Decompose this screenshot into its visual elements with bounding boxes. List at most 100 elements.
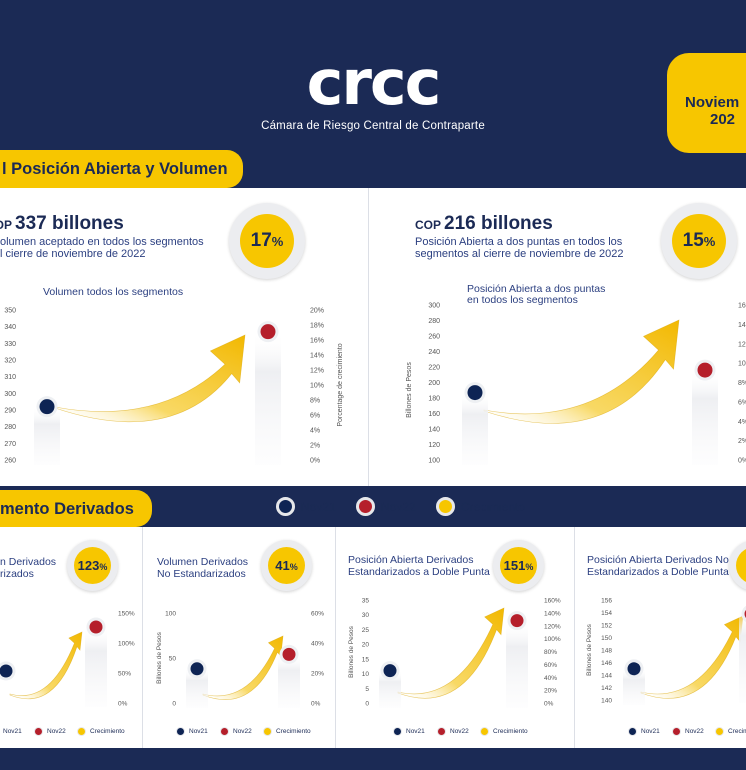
open-position-amount-value: 216 billones — [444, 213, 553, 234]
nov21-bar — [462, 392, 488, 465]
mini-legend-crecimiento-label: Crecimiento — [276, 728, 311, 735]
y2-tick-label: 6% — [738, 399, 746, 406]
y-tick-label: 156 — [601, 598, 612, 605]
mini-legend-crecimiento: Crecimiento — [715, 727, 746, 736]
nov22-bar — [278, 654, 300, 708]
y2-tick-label: 12 — [738, 341, 746, 348]
nov21-bar — [379, 670, 401, 708]
y-tick-label: 100 — [165, 611, 176, 618]
panel2-growth-badge: 151% — [493, 540, 544, 591]
volume-amount-value: 337 billones — [15, 213, 124, 234]
nov21-point — [467, 385, 483, 401]
panel2-growth-sign: % — [525, 562, 534, 572]
mini-legend-nov21: Nov21 — [393, 727, 425, 736]
legend-nov21: Nov21 — [276, 497, 336, 516]
y-tick-label: 140 — [428, 427, 440, 434]
y2-tick-label: 0% — [310, 458, 320, 465]
volume-amount: COP337 billones — [0, 213, 124, 235]
date-badge: Noviem 202 — [667, 53, 746, 153]
panel1-growth-sign: % — [289, 562, 298, 572]
y-tick-label: 310 — [4, 374, 16, 381]
y2-tick-label: 4% — [738, 419, 746, 426]
y-tick-label: 180 — [428, 396, 440, 403]
mini-legend-crecimiento: Crecimiento — [77, 727, 125, 736]
y2-tick-label: 40% — [311, 641, 324, 648]
panel3-growth-badge — [729, 540, 746, 591]
nov22-point — [697, 362, 713, 378]
panel0-title: n Derivados rizados — [0, 556, 56, 580]
nov21-point — [0, 664, 13, 678]
panel2-title-line2: Estandarizados a Doble Punta — [348, 566, 490, 578]
growth-arrow — [397, 607, 505, 699]
open-position-chart: 300 280 260 240 220 200 180 160 140 120 100 16 14 12 1… — [406, 303, 746, 465]
y2-tick-label: 50% — [118, 671, 131, 678]
y2-tick-label: 10 — [738, 361, 746, 368]
y-tick-label: 140 — [601, 698, 612, 705]
y2-tick-label: 14 — [738, 322, 746, 329]
date-month: Noviem — [685, 94, 740, 111]
mini-legend-nov22: Nov22 — [34, 727, 66, 736]
panel1-chart: 100 50 0 60% 40% 20% 0% Billones de Pesos — [156, 611, 324, 708]
y2-tick-label: 8% — [310, 398, 320, 405]
panel0-title-line2: rizados — [0, 568, 34, 580]
mini-legend-nov21-label: Nov21 — [406, 728, 425, 735]
y2-tick-label: 12% — [310, 368, 324, 375]
y2-axis-label: Porcentage de crecimiento — [337, 343, 344, 426]
y-tick-label: 152 — [601, 623, 612, 630]
panel2-chart: 35 30 25 20 15 10 5 0 160% 140% 120% 100% 80% 60% 40% 2… — [348, 598, 561, 708]
panel2-growth-circle: 151% — [500, 547, 537, 584]
mini-legend-nov22: Nov22 — [437, 727, 469, 736]
mini-legend-crecimiento-dot — [715, 727, 724, 736]
y2-tick-label: 6% — [310, 413, 320, 420]
y-tick-label: 300 — [428, 303, 440, 310]
nov21-bar — [623, 668, 645, 705]
mini-legend-crecimiento-dot — [263, 727, 272, 736]
section1-tab: l Posición Abierta y Volumen — [0, 150, 243, 188]
y-tick-label: 5 — [365, 686, 369, 693]
y2-tick-label: 0% — [118, 701, 128, 708]
y-tick-label: 260 — [428, 334, 440, 341]
mini-legend-crecimiento-label: Crecimiento — [728, 728, 746, 735]
nov21-point — [39, 399, 55, 415]
y2-tick-label: 20% — [311, 671, 324, 678]
y2-tick-label: 8% — [738, 380, 746, 387]
nov22-dot-ring — [741, 605, 746, 623]
panel3-title-line1: Posición Abierta Derivados No — [587, 554, 729, 566]
panel1-title: Volumen Derivados No Estandarizados — [157, 556, 248, 580]
volume-currency: COP — [0, 218, 13, 232]
open-position-chart-title-line2: en todos los segmentos — [467, 294, 578, 306]
y2-tick-label: 20% — [310, 308, 324, 315]
y2-tick-label: 120% — [544, 623, 561, 630]
panel1-title-line2: No Estandarizados — [157, 568, 246, 580]
open-position-growth-sign: % — [703, 234, 716, 249]
y2-tick-label: 2% — [310, 443, 320, 450]
y-tick-label: 160 — [428, 411, 440, 418]
y-tick-label: 154 — [601, 610, 612, 617]
growth-arrow — [202, 635, 284, 700]
y2-tick-label: 18% — [310, 323, 324, 330]
y-axis-label: Billones de Pesos — [348, 625, 355, 677]
legend-nov21-label: Nov21 — [301, 499, 336, 514]
y-tick-label: 100 — [428, 458, 440, 465]
panel0-title-line1: n Derivados — [0, 556, 57, 568]
open-position-amount: COP 216 billones — [415, 213, 553, 235]
y-axis-label: Billones de Pesos — [406, 362, 413, 418]
y2-tick-label: 2% — [738, 438, 746, 445]
y2-tick-label: 10% — [310, 383, 324, 390]
mini-legend-nov22-dot — [437, 727, 446, 736]
y2-tick-label: 150% — [118, 611, 135, 618]
panel3-chart: 156 154 152 150 148 146 144 142 140 Billones de P… — [586, 598, 746, 705]
y2-tick-label: 60% — [311, 611, 324, 618]
volume-growth-sign: % — [271, 234, 284, 249]
y-tick-label: 280 — [428, 318, 440, 325]
y-tick-label: 280 — [4, 424, 16, 431]
y-tick-label: 25 — [362, 627, 370, 634]
volume-chart: 350 340 330 320 310 300 290 280 270 260 20% 18% 16% 1… — [4, 308, 344, 465]
panel3-title: Posición Abierta Derivados No Estandariz… — [587, 554, 729, 578]
legend-nov22: Nov22 — [356, 497, 416, 516]
volume-description: olumen aceptado en todos los segmentos l… — [0, 236, 204, 260]
y2-tick-label: 80% — [544, 649, 557, 656]
growth-arrow — [640, 615, 744, 699]
y-tick-label: 144 — [601, 673, 612, 680]
y2-tick-label: 4% — [310, 428, 320, 435]
